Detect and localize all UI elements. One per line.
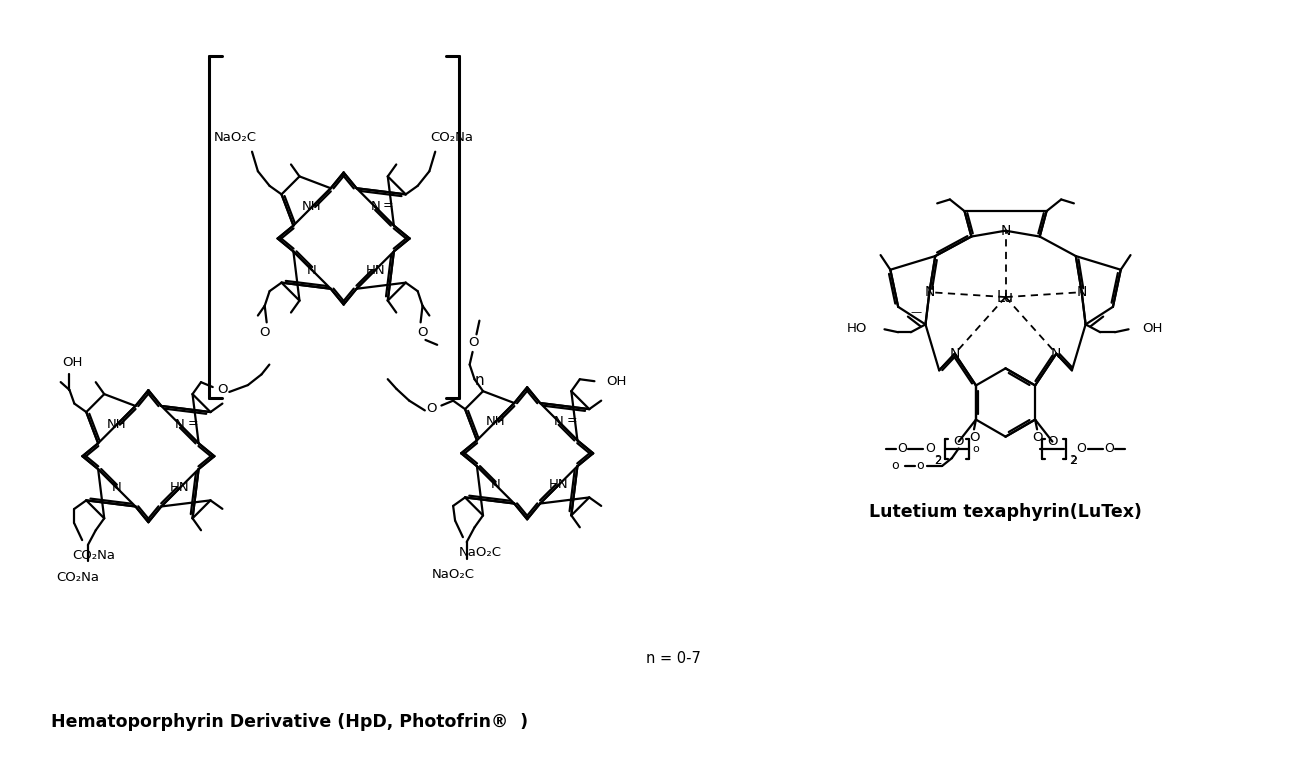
Text: =: = [383,200,393,213]
Text: OH: OH [1142,322,1162,335]
Text: NaO₂C: NaO₂C [215,131,257,144]
Text: 2: 2 [934,456,941,466]
Text: O: O [468,336,479,349]
Text: O: O [259,326,270,339]
Text: N: N [554,415,563,428]
Text: O: O [417,326,428,339]
Text: OH: OH [62,356,83,369]
Text: Lutetium texaphyrin(LuTex): Lutetium texaphyrin(LuTex) [869,503,1142,521]
Text: N: N [112,481,121,494]
Text: O: O [217,383,228,396]
Text: O: O [1032,431,1042,444]
Text: Lu: Lu [998,290,1015,304]
Text: CO₂Na: CO₂Na [72,549,116,562]
Text: N: N [491,478,500,491]
Text: OH: OH [607,375,626,388]
Text: Hematoporphyrin Derivative (HpD, Photofrin®  ): Hematoporphyrin Derivative (HpD, Photofr… [51,713,529,731]
Text: NaO₂C: NaO₂C [432,568,475,581]
Text: CO₂Na: CO₂Na [430,131,474,144]
Text: n: n [475,373,484,388]
Text: o: o [973,444,979,454]
Text: 2: 2 [1070,454,1076,467]
Text: N: N [1051,347,1062,361]
Text: O: O [1104,442,1115,455]
Text: O: O [925,442,934,455]
Text: NH: NH [303,200,322,213]
Text: 2: 2 [1070,456,1076,466]
Text: n = 0-7: n = 0-7 [646,651,701,666]
Text: N: N [924,285,934,299]
Text: O: O [896,442,907,455]
Text: N: N [307,264,317,277]
Text: —: — [911,307,921,317]
Text: O: O [969,431,979,444]
Text: =: = [567,414,578,427]
Text: =: = [188,417,199,430]
Text: N: N [950,347,959,361]
Text: O: O [426,402,437,415]
Text: HN: HN [549,478,569,491]
Text: NaO₂C: NaO₂C [459,546,501,559]
Text: O: O [1076,442,1086,455]
Text: N: N [370,200,380,213]
Text: o: o [916,460,924,473]
Text: HN: HN [170,481,190,494]
Text: HO: HO [846,322,867,335]
Text: O: O [953,435,963,448]
Text: N: N [1076,285,1087,299]
Text: N: N [175,418,184,431]
Text: CO₂Na: CO₂Na [57,571,100,584]
Text: NH: NH [486,415,505,428]
Text: o: o [891,460,899,473]
Text: 2: 2 [934,454,942,467]
Text: NH: NH [107,418,126,431]
Text: HN: HN [366,264,386,277]
Text: O: O [1048,435,1058,448]
Text: N: N [1000,223,1011,238]
